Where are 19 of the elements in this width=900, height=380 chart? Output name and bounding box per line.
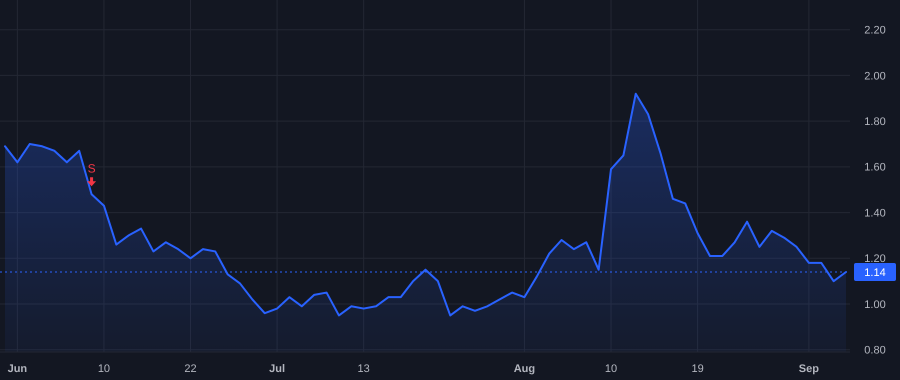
x-tick-label: Aug bbox=[514, 362, 536, 375]
y-tick-label: 1.40 bbox=[864, 207, 886, 220]
y-tick-label: 0.80 bbox=[864, 344, 886, 357]
y-tick-label: 2.20 bbox=[864, 24, 886, 37]
ref-line-label: 1.14 bbox=[864, 266, 886, 279]
x-tick-label: Jul bbox=[269, 362, 286, 375]
y-tick-label: 1.80 bbox=[864, 116, 886, 128]
x-tick-label: 10 bbox=[604, 362, 618, 375]
x-tick-label: 13 bbox=[358, 362, 370, 375]
y-tick-label: 2.00 bbox=[864, 70, 886, 82]
x-tick-label: 22 bbox=[184, 362, 197, 375]
y-tick-label: 1.00 bbox=[864, 298, 886, 311]
x-tick-label: Sep bbox=[798, 362, 820, 375]
y-tick-label: 1.60 bbox=[864, 162, 886, 174]
x-tick-label: 19 bbox=[691, 362, 704, 375]
x-tick-label: Jun bbox=[8, 362, 28, 375]
annotation: S bbox=[88, 161, 96, 176]
y-tick-label: 1.20 bbox=[864, 253, 886, 266]
x-tick-label: 10 bbox=[98, 362, 110, 375]
